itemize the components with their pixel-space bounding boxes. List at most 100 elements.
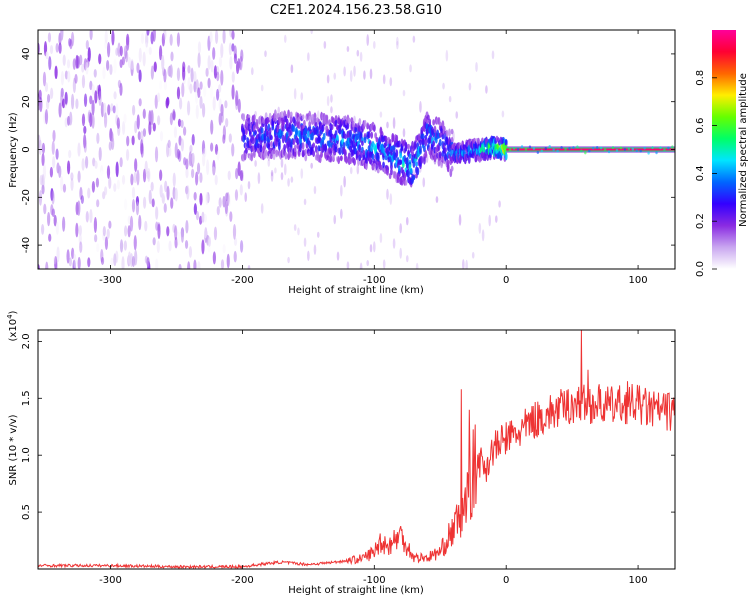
spectrogram-cell [53, 214, 57, 227]
spectrogram-cell [280, 110, 284, 119]
spectrogram-cell [164, 180, 168, 193]
spectrogram-cell [467, 155, 471, 164]
spectrogram-cell [270, 169, 274, 177]
spectrogram-cell [293, 88, 297, 100]
spectrogram-cell [449, 148, 453, 157]
spectrogram-cell [110, 103, 114, 112]
spectrogram-cell [462, 259, 465, 269]
spectrogram-cell [287, 109, 290, 119]
spectrogram-cell [324, 143, 327, 152]
spectrogram-cell [94, 234, 98, 243]
spectrogram-cell [91, 84, 95, 96]
spectrogram-cell [450, 128, 454, 135]
spectrogram-cell [283, 143, 287, 151]
spectrogram-cell [329, 154, 333, 163]
spectrogram-cell [210, 142, 214, 152]
spectrogram-cell [71, 247, 75, 260]
spectrogram-cell [60, 175, 64, 192]
spectrogram-cell [104, 39, 108, 49]
spectrogram-cell [111, 136, 115, 150]
spectrogram-cell [203, 148, 207, 158]
spectrogram-cell [474, 156, 478, 163]
spectrogram-cell [306, 130, 310, 139]
spectrogram-cell [100, 101, 105, 118]
spectrogram-cell [100, 256, 105, 265]
spectrogram-cell [96, 243, 100, 253]
spectrogram-cell [55, 42, 59, 53]
spectrogram-cell [356, 164, 360, 175]
spectrogram-cell [78, 225, 82, 236]
spectrogram-cell [272, 152, 276, 161]
spectrogram-cell [224, 100, 228, 109]
spectrogram-cell [222, 30, 226, 44]
spectrogram-cell [150, 109, 154, 126]
spectrogram-cell [173, 126, 178, 139]
spectrogram-cell [47, 32, 52, 43]
spectrogram-cell [359, 262, 363, 269]
spectrogram-cell [296, 112, 300, 118]
spectrogram-cell [163, 203, 167, 213]
spectrogram-cell [281, 125, 285, 132]
spectrogram-cell [103, 102, 107, 118]
spectrogram-cell [256, 143, 260, 149]
spectrogram-cell [448, 128, 451, 137]
spectrogram-cell [631, 147, 634, 151]
spectrogram-cell [161, 54, 165, 71]
spectrogram-cell [231, 71, 235, 83]
spectrogram-cell [382, 74, 386, 85]
spectrogram-cell [259, 144, 263, 153]
spectrogram-cell [150, 65, 154, 80]
spectrogram-cell [69, 111, 73, 126]
spectrogram-cell [228, 42, 232, 56]
spectrogram-cell [66, 160, 71, 175]
spectrogram-cell [284, 152, 288, 160]
spectrogram-cell [364, 156, 368, 164]
spectrogram-cell [75, 222, 79, 238]
spectrogram-y-ticks: -40 -20 0 20 40 [21, 48, 675, 253]
spectrogram-cell [144, 220, 148, 232]
spectrogram-cell [384, 155, 388, 161]
spectrogram-cell [60, 70, 65, 86]
spectrogram-cell [671, 145, 674, 149]
spectrogram-cell [312, 150, 316, 157]
spectrogram-cell [247, 180, 251, 190]
spectrogram-cell [123, 45, 128, 59]
snr-y-ticks: 0.5 1.0 1.5 2.0 [21, 333, 675, 520]
spectrogram-cell [55, 148, 59, 160]
spectrogram-cell [233, 237, 238, 247]
spectrogram-cell [197, 41, 202, 54]
spectrogram-cell [158, 45, 163, 61]
spectrogram-cell [235, 168, 239, 180]
spectrogram-cell [458, 214, 462, 226]
spectrogram-cell [233, 250, 237, 263]
spectrogram-cell [210, 59, 214, 73]
spectrogram-cell [576, 145, 579, 149]
spectrogram-cell [125, 148, 130, 161]
spectrogram-cell [297, 227, 300, 236]
spectrogram-cell [93, 216, 98, 233]
spectrogram-cell [663, 148, 666, 152]
spectrogram-cell [280, 172, 284, 181]
spectrogram-cell [50, 187, 54, 202]
spectrogram-cell [193, 203, 197, 216]
y-tick-label: 0 [21, 146, 32, 152]
spectrogram-cell [103, 112, 108, 128]
spectrogram-cell [667, 146, 670, 150]
spectrogram-cell [292, 138, 296, 146]
spectrogram-cell [100, 248, 104, 263]
spectrogram-cell [340, 184, 343, 197]
spectrogram-cell [119, 239, 124, 253]
spectrogram-cell [72, 58, 76, 70]
spectrogram-cell [199, 81, 203, 90]
spectrogram-cell [113, 91, 117, 100]
spectrogram-cell [119, 82, 123, 96]
spectrogram-cell [68, 37, 72, 47]
spectrogram-cell [478, 222, 482, 234]
spectrogram-cell [353, 158, 356, 166]
spectrogram-cell [89, 112, 93, 128]
spectrogram-cell [402, 89, 406, 97]
spectrogram-cell [43, 111, 47, 125]
x-tick-label: 0 [503, 275, 509, 286]
spectrogram-cell [159, 184, 163, 198]
spectrogram-cell [136, 62, 140, 74]
